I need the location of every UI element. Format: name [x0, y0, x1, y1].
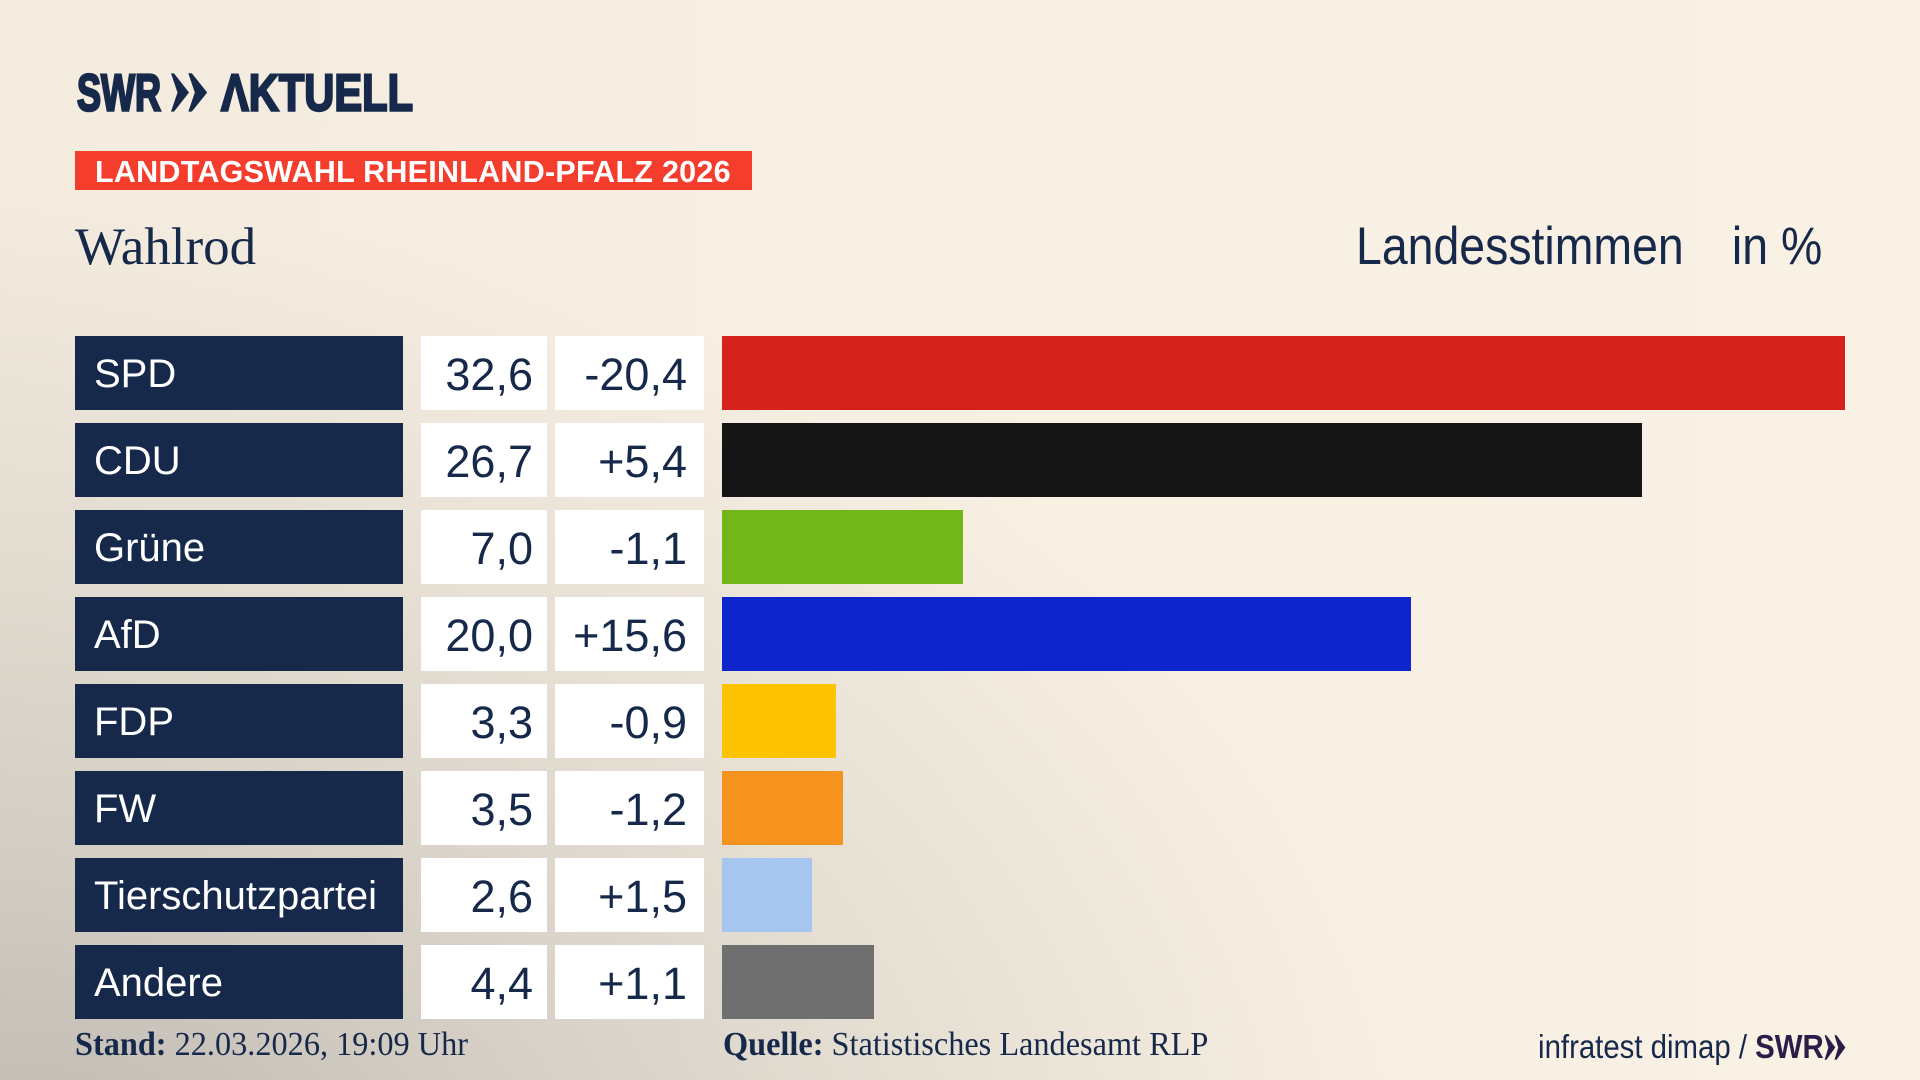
svg-text:ΛKTUELL: ΛKTUELL: [221, 65, 413, 123]
svg-text:SWR: SWR: [77, 65, 161, 123]
